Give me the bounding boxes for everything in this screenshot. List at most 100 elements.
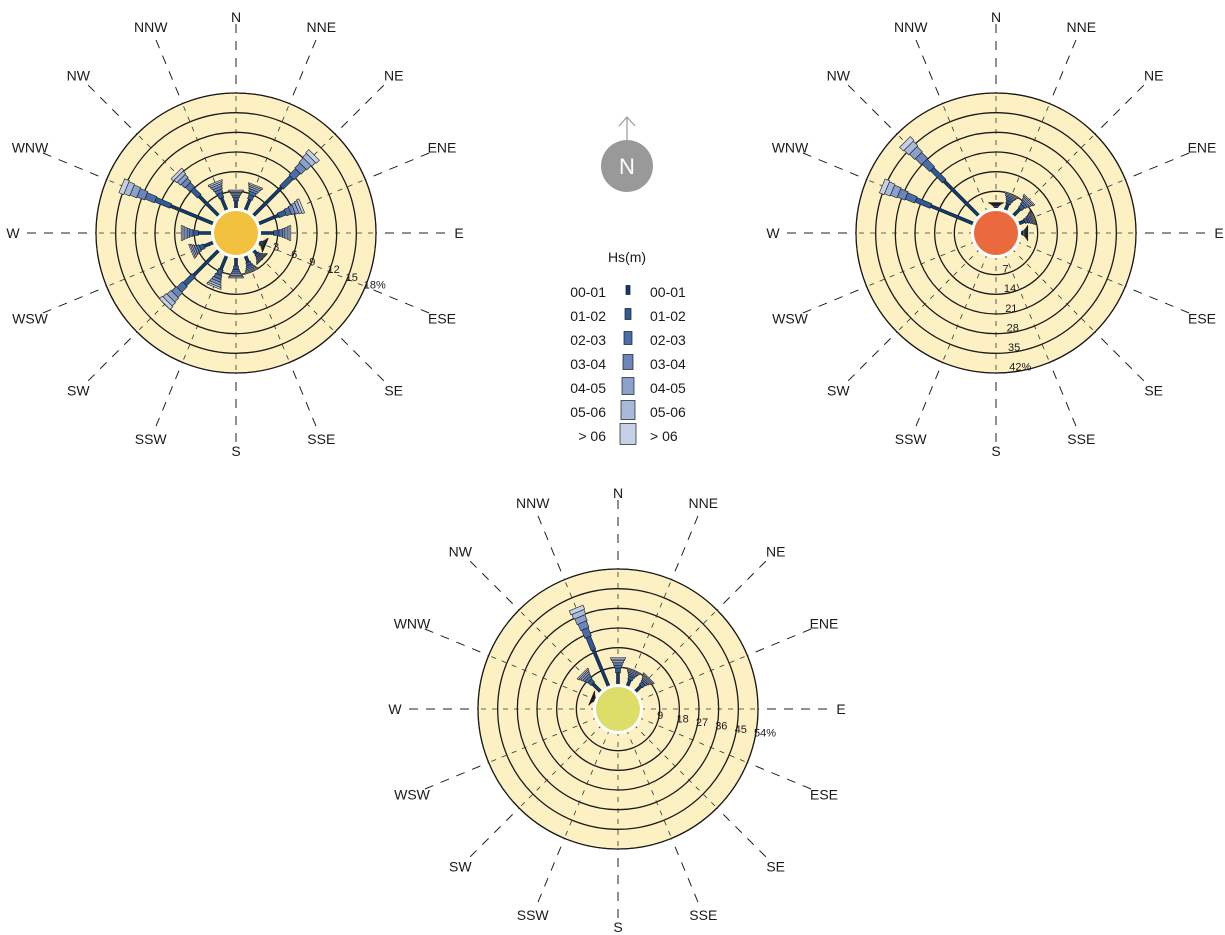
direction-label-nnw: NNW	[516, 495, 550, 511]
bar-segment	[588, 690, 596, 706]
direction-label-ne: NE	[384, 67, 403, 83]
bar-segment	[184, 227, 188, 239]
legend-item: 01-02 01-02	[570, 308, 686, 324]
bar-segment	[273, 230, 280, 236]
bar-wnw	[588, 690, 599, 706]
bar-segment	[296, 198, 305, 214]
north-arrow-disc	[601, 140, 653, 192]
axis-inner-wsw	[866, 241, 976, 287]
bar-ene	[255, 198, 305, 227]
ring-label: 3	[273, 242, 279, 254]
legend-label-left: 05-06	[570, 404, 606, 420]
bar-sw	[159, 247, 222, 310]
direction-label-nne: NNE	[1067, 19, 1097, 35]
axis-inner-ene	[1016, 179, 1126, 225]
bar-segment	[576, 667, 590, 681]
bar-nnw	[207, 179, 230, 214]
ring-label: 21	[1005, 303, 1017, 315]
wind-rose-3: N NNE NE ENE E ESE SE SSE S SSW SW WSW W WNW NW NNW 9 18 2…	[388, 485, 845, 935]
bar-segment	[615, 667, 621, 674]
bar-segment	[207, 179, 223, 188]
legend-title: Hs(m)	[608, 249, 646, 265]
wind-rose-2: N NNE NE ENE E ESE SE SSE S SSW SW WSW W WNW NW NNW 7 14 2…	[766, 9, 1223, 459]
bar-segment	[879, 178, 891, 196]
legend-swatch	[625, 285, 631, 295]
legend-label-right: 05-06	[650, 404, 686, 420]
bar-segment	[281, 228, 286, 238]
axis-inner-sse	[1004, 253, 1050, 363]
bar-nw	[576, 667, 604, 695]
direction-label-nw: NW	[827, 67, 851, 83]
direction-label-se: SE	[384, 383, 403, 399]
bar-segment	[899, 136, 915, 152]
axis-inner-sse	[626, 729, 672, 839]
ring-label: 18	[677, 714, 689, 726]
ring-14	[934, 171, 1058, 295]
ring-label: 36	[715, 720, 727, 732]
bar-segment	[188, 243, 196, 259]
legend-label-right: 00-01	[650, 284, 686, 300]
direction-label-n: N	[613, 485, 623, 501]
bar-e	[257, 225, 292, 241]
direction-label-s: S	[231, 443, 240, 459]
legend-item: 03-04 03-04	[570, 354, 686, 372]
bar-ne	[250, 149, 320, 219]
bar-segment	[247, 182, 263, 191]
direction-label-ene: ENE	[428, 140, 457, 156]
bar-segment	[192, 230, 199, 236]
axis-inner-ese	[1016, 241, 1126, 287]
bar-n	[228, 189, 244, 212]
ring-label: 14	[1004, 283, 1016, 295]
bar-segment	[642, 672, 655, 685]
bar-ssw	[206, 252, 230, 290]
bar-segment	[186, 228, 190, 238]
legend-label-right: > 06	[650, 428, 678, 444]
bar-segment	[612, 660, 624, 664]
direction-label-nw: NW	[449, 543, 473, 559]
bar-segment	[189, 229, 194, 237]
bar-segment	[1022, 193, 1036, 207]
bar-segment	[613, 662, 623, 666]
ring-label: 18%	[364, 279, 386, 291]
bar-segment	[232, 269, 240, 273]
rose-center	[596, 687, 640, 731]
legend-label-left: 04-05	[570, 380, 606, 396]
legend-label-left: > 06	[578, 428, 606, 444]
ring-7	[953, 190, 1039, 276]
direction-label-s: S	[991, 443, 1000, 459]
bar-segment	[568, 604, 586, 616]
wind-rose-1: N NNE NE ENE E ESE SE SSE S SSW SW WSW W WNW NW NNW 369 1…	[6, 9, 463, 459]
direction-label-ssw: SSW	[517, 907, 550, 923]
direction-label-w: W	[6, 225, 20, 241]
direction-label-nne: NNE	[307, 19, 337, 35]
ring-label: 28	[1007, 322, 1019, 334]
ring-6	[174, 171, 298, 295]
north-arrow-label: N	[619, 154, 635, 179]
ring-label: 27	[696, 717, 708, 729]
axis-inner-ese	[638, 717, 748, 763]
ring-label: 7	[1003, 264, 1009, 276]
axis-inner-se	[1011, 248, 1096, 333]
bar-segment	[228, 189, 244, 192]
direction-label-e: E	[836, 701, 845, 717]
direction-label-nw: NW	[67, 67, 91, 83]
axis-inner-se	[633, 724, 718, 809]
legend-swatch	[621, 377, 635, 395]
ring-label: 15	[346, 272, 358, 284]
bar-wnw	[879, 178, 977, 227]
axis-inner-nne	[1004, 103, 1050, 213]
bar-segment	[284, 227, 288, 239]
axis-inner-ne	[633, 609, 718, 694]
axis-inner-sw	[518, 724, 603, 809]
direction-label-ssw: SSW	[135, 431, 168, 447]
direction-label-ne: NE	[1144, 67, 1163, 83]
direction-label-wsw: WSW	[12, 310, 49, 326]
ring-18	[95, 92, 377, 374]
legend-swatch	[620, 400, 636, 420]
bar-segment	[626, 667, 642, 675]
ring-label: 12	[328, 264, 340, 276]
axis-inner-nne	[626, 579, 672, 689]
direction-label-ese: ESE	[810, 786, 838, 802]
legend-label-right: 02-03	[650, 332, 686, 348]
direction-label-e: E	[1214, 225, 1223, 241]
